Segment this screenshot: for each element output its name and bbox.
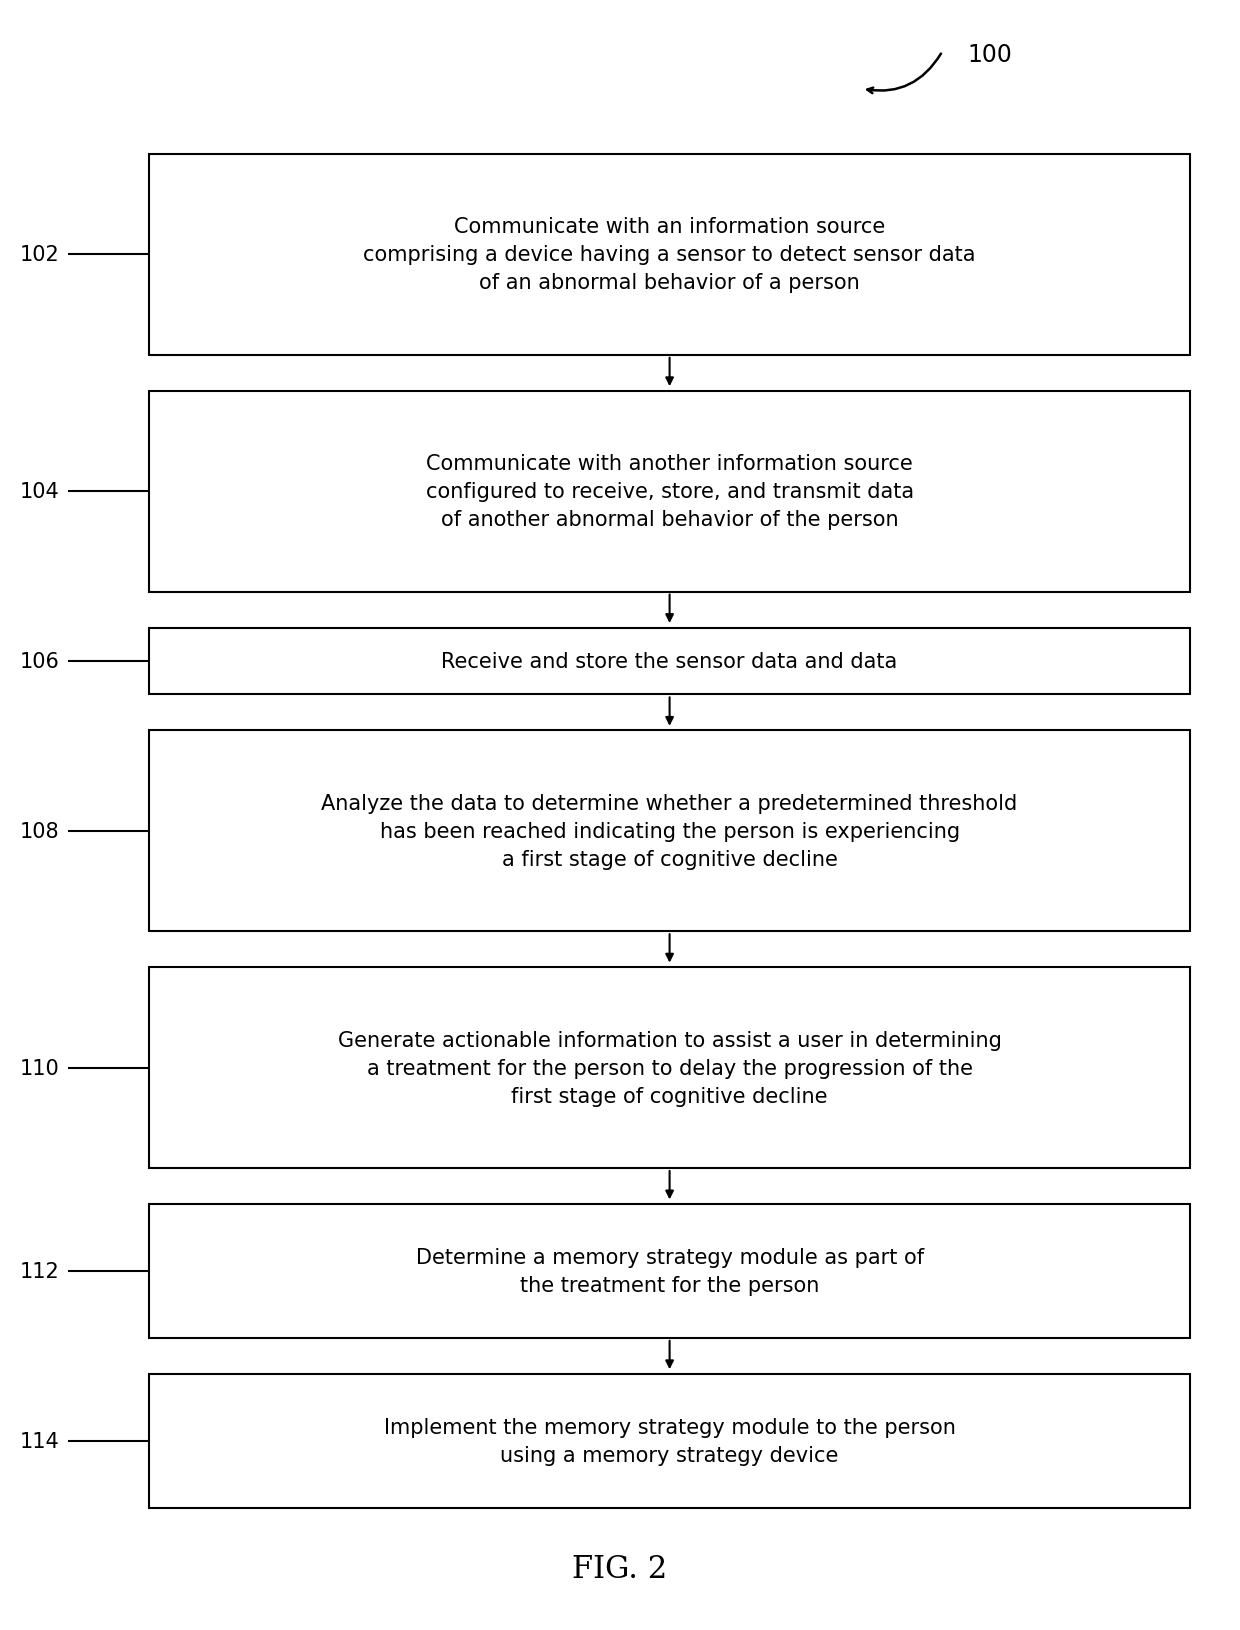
Text: 108: 108	[20, 822, 60, 841]
Bar	[149, 155, 1190, 355]
Text: 114: 114	[20, 1431, 60, 1451]
Text: Determine a memory strategy module as part of
the treatment for the person: Determine a memory strategy module as pa…	[415, 1247, 924, 1296]
Text: Communicate with another information source
configured to receive, store, and tr: Communicate with another information sou…	[425, 453, 914, 530]
Bar	[149, 1374, 1190, 1508]
Text: 110: 110	[20, 1058, 60, 1077]
Text: 106: 106	[20, 652, 60, 672]
Text: 100: 100	[967, 44, 1012, 67]
Text: 104: 104	[20, 482, 60, 502]
Text: 112: 112	[20, 1262, 60, 1281]
Text: Receive and store the sensor data and data: Receive and store the sensor data and da…	[441, 652, 898, 672]
Bar	[149, 391, 1190, 592]
Text: Analyze the data to determine whether a predetermined threshold
has been reached: Analyze the data to determine whether a …	[321, 794, 1018, 869]
Bar	[149, 968, 1190, 1169]
Text: Implement the memory strategy module to the person
using a memory strategy devic: Implement the memory strategy module to …	[383, 1416, 956, 1465]
Bar	[149, 628, 1190, 694]
Text: Generate actionable information to assist a user in determining
a treatment for : Generate actionable information to assis…	[337, 1030, 1002, 1105]
Bar	[149, 1205, 1190, 1338]
Text: Communicate with an information source
comprising a device having a sensor to de: Communicate with an information source c…	[363, 217, 976, 293]
Bar	[149, 730, 1190, 932]
Text: 102: 102	[20, 244, 60, 266]
Text: FIG. 2: FIG. 2	[573, 1552, 667, 1584]
